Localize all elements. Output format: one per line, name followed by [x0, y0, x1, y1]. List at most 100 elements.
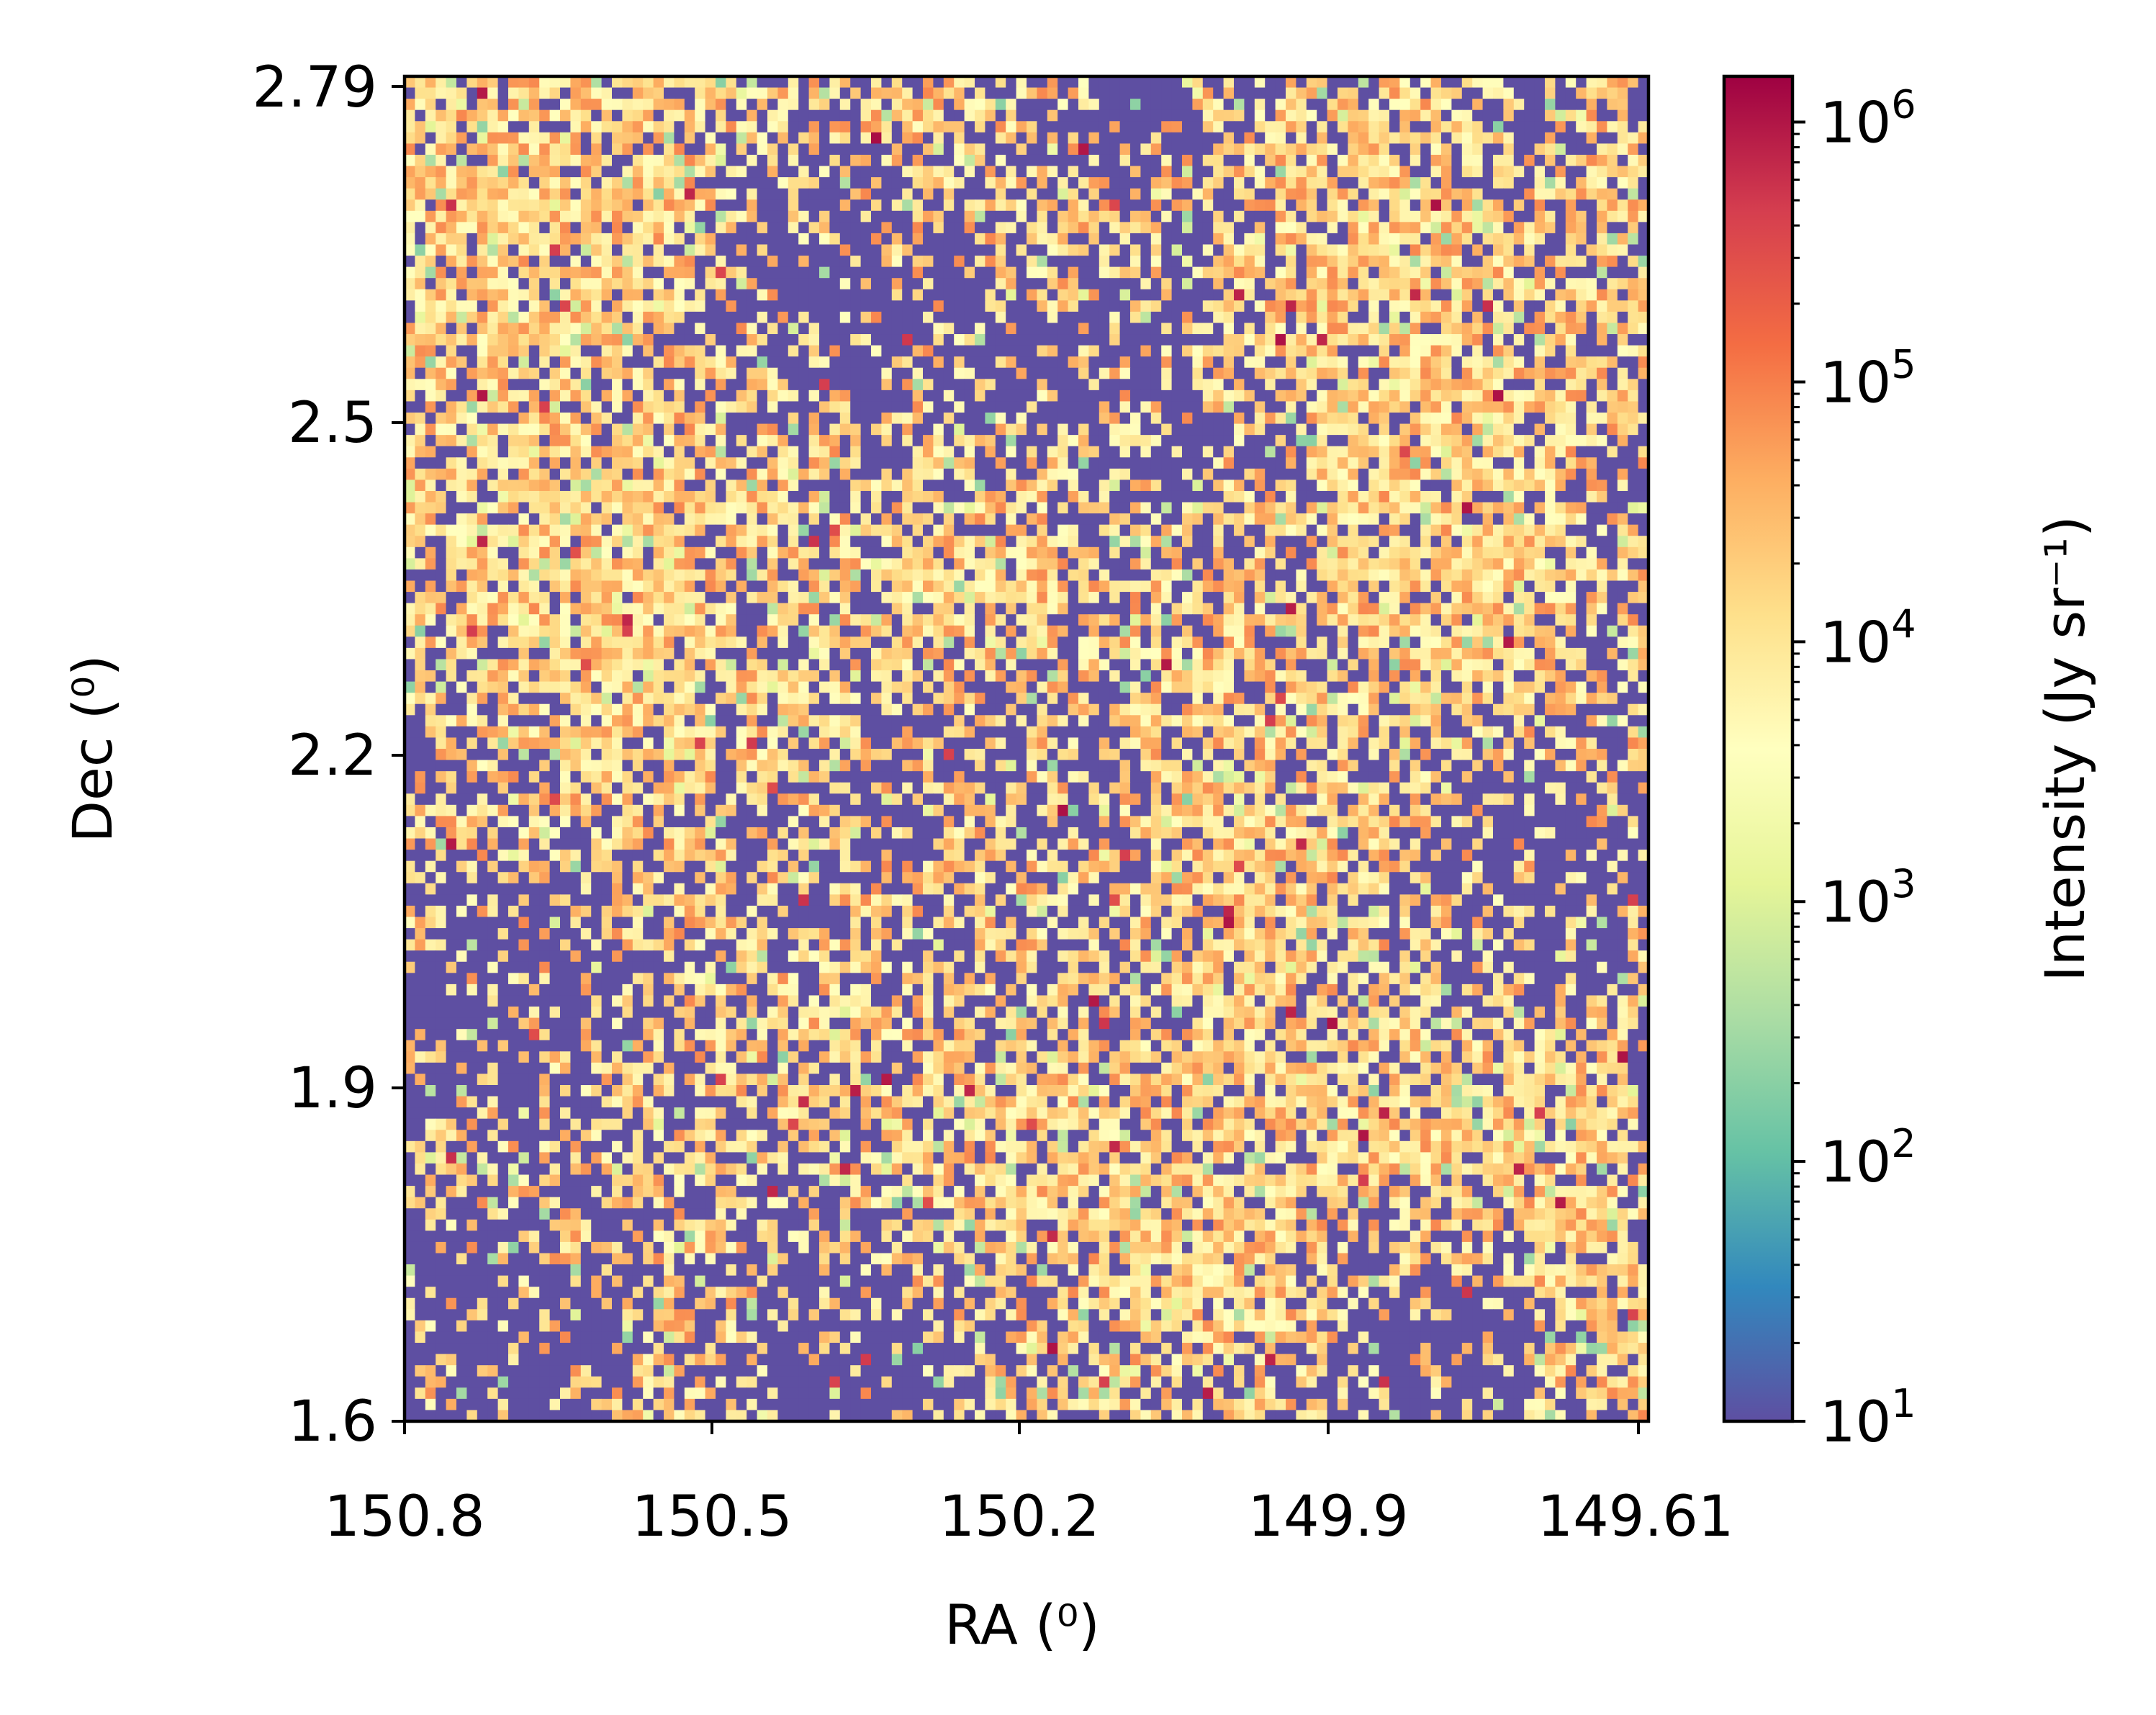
heatmap-cell	[1317, 289, 1328, 301]
heatmap-cell	[1358, 401, 1369, 413]
heatmap-cell	[1306, 480, 1317, 492]
heatmap-cell	[601, 311, 613, 324]
heatmap-cell	[1493, 256, 1504, 268]
heatmap-cell	[788, 222, 799, 234]
heatmap-cell	[954, 435, 965, 447]
heatmap-cell	[902, 76, 914, 89]
heatmap-cell	[1202, 143, 1214, 156]
heatmap-cell	[477, 143, 488, 156]
heatmap-cell	[964, 379, 975, 391]
heatmap-cell	[570, 289, 582, 301]
heatmap-cell	[436, 490, 447, 503]
heatmap-cell	[549, 121, 561, 133]
heatmap-cell	[1202, 166, 1214, 178]
heatmap-cell	[1472, 266, 1484, 279]
heatmap-cell	[808, 367, 820, 379]
heatmap-cell	[1493, 390, 1504, 402]
heatmap-cell	[446, 345, 457, 357]
heatmap-cell	[1617, 199, 1628, 212]
heatmap-cell	[1461, 524, 1473, 536]
heatmap-cell	[622, 524, 633, 536]
heatmap-cell	[1099, 446, 1110, 458]
heatmap-cell	[1161, 356, 1173, 369]
heatmap-cell	[570, 222, 582, 234]
heatmap-cell	[1265, 401, 1276, 413]
heatmap-cell	[1368, 435, 1380, 447]
heatmap-cell	[736, 390, 747, 402]
heatmap-cell	[1379, 109, 1390, 122]
heatmap-cell	[674, 154, 685, 167]
heatmap-cell	[1161, 490, 1173, 503]
heatmap-cell	[798, 300, 810, 312]
heatmap-cell	[881, 121, 893, 133]
heatmap-cell	[912, 480, 924, 492]
heatmap-cell	[747, 334, 758, 346]
heatmap-cell	[695, 132, 706, 144]
heatmap-cell	[933, 536, 944, 548]
heatmap-cell	[871, 413, 882, 425]
heatmap-cell	[1493, 457, 1504, 469]
heatmap-cell	[933, 502, 944, 514]
heatmap-cell	[943, 480, 955, 492]
heatmap-cell	[1555, 109, 1566, 122]
heatmap-cell	[1379, 266, 1390, 279]
heatmap-cell	[508, 413, 519, 425]
heatmap-cell	[839, 289, 851, 301]
heatmap-cell	[923, 222, 934, 234]
heatmap-cell	[1399, 480, 1411, 492]
heatmap-cell	[1409, 323, 1421, 335]
heatmap-cell	[1420, 121, 1432, 133]
heatmap-cell	[664, 289, 675, 301]
heatmap-cell	[1482, 199, 1494, 212]
heatmap-cell	[871, 87, 882, 99]
heatmap-cell	[829, 266, 841, 279]
heatmap-cell	[1348, 166, 1359, 178]
heatmap-cell	[1430, 143, 1442, 156]
heatmap-cell	[1016, 256, 1027, 268]
heatmap-cell	[1493, 468, 1504, 480]
heatmap-cell	[1254, 244, 1266, 256]
heatmap-cell	[446, 356, 457, 369]
heatmap-cell	[1327, 109, 1338, 122]
heatmap-cell	[1254, 121, 1266, 133]
heatmap-cell	[1037, 345, 1048, 357]
heatmap-cell	[653, 513, 664, 526]
heatmap-cell	[1027, 390, 1037, 402]
heatmap-cell	[1638, 233, 1649, 246]
heatmap-cell	[622, 401, 633, 413]
heatmap-cell	[995, 513, 1006, 526]
heatmap-cell	[1482, 413, 1494, 425]
heatmap-cell	[1555, 413, 1566, 425]
heatmap-cell	[943, 256, 955, 268]
heatmap-cell	[591, 87, 603, 99]
heatmap-cell	[1503, 121, 1515, 133]
heatmap-cell	[1213, 468, 1224, 480]
heatmap-cell	[466, 166, 478, 178]
heatmap-cell	[808, 423, 820, 436]
heatmap-cell	[1576, 177, 1587, 189]
heatmap-cell	[1379, 76, 1390, 89]
heatmap-cell	[1037, 166, 1048, 178]
heatmap-cell	[528, 87, 540, 99]
heatmap-cell	[1555, 199, 1566, 212]
heatmap-cell	[1047, 233, 1058, 246]
heatmap-cell	[549, 480, 561, 492]
heatmap-cell	[1150, 334, 1162, 346]
heatmap-cell	[1016, 435, 1027, 447]
heatmap-cell	[1006, 76, 1017, 89]
heatmap-cell	[1006, 154, 1017, 167]
heatmap-cell	[1223, 244, 1235, 256]
heatmap-cell	[716, 166, 726, 178]
heatmap-cell	[1109, 446, 1121, 458]
heatmap-cell	[1338, 300, 1348, 312]
heatmap-cell	[664, 401, 675, 413]
heatmap-cell	[1565, 524, 1577, 536]
heatmap-cell	[839, 278, 851, 290]
heatmap-cell	[716, 256, 726, 268]
heatmap-cell	[1037, 256, 1048, 268]
heatmap-cell	[612, 222, 623, 234]
heatmap-cell	[570, 244, 582, 256]
heatmap-cell	[798, 121, 810, 133]
heatmap-cell	[860, 524, 872, 536]
heatmap-cell	[1503, 345, 1515, 357]
